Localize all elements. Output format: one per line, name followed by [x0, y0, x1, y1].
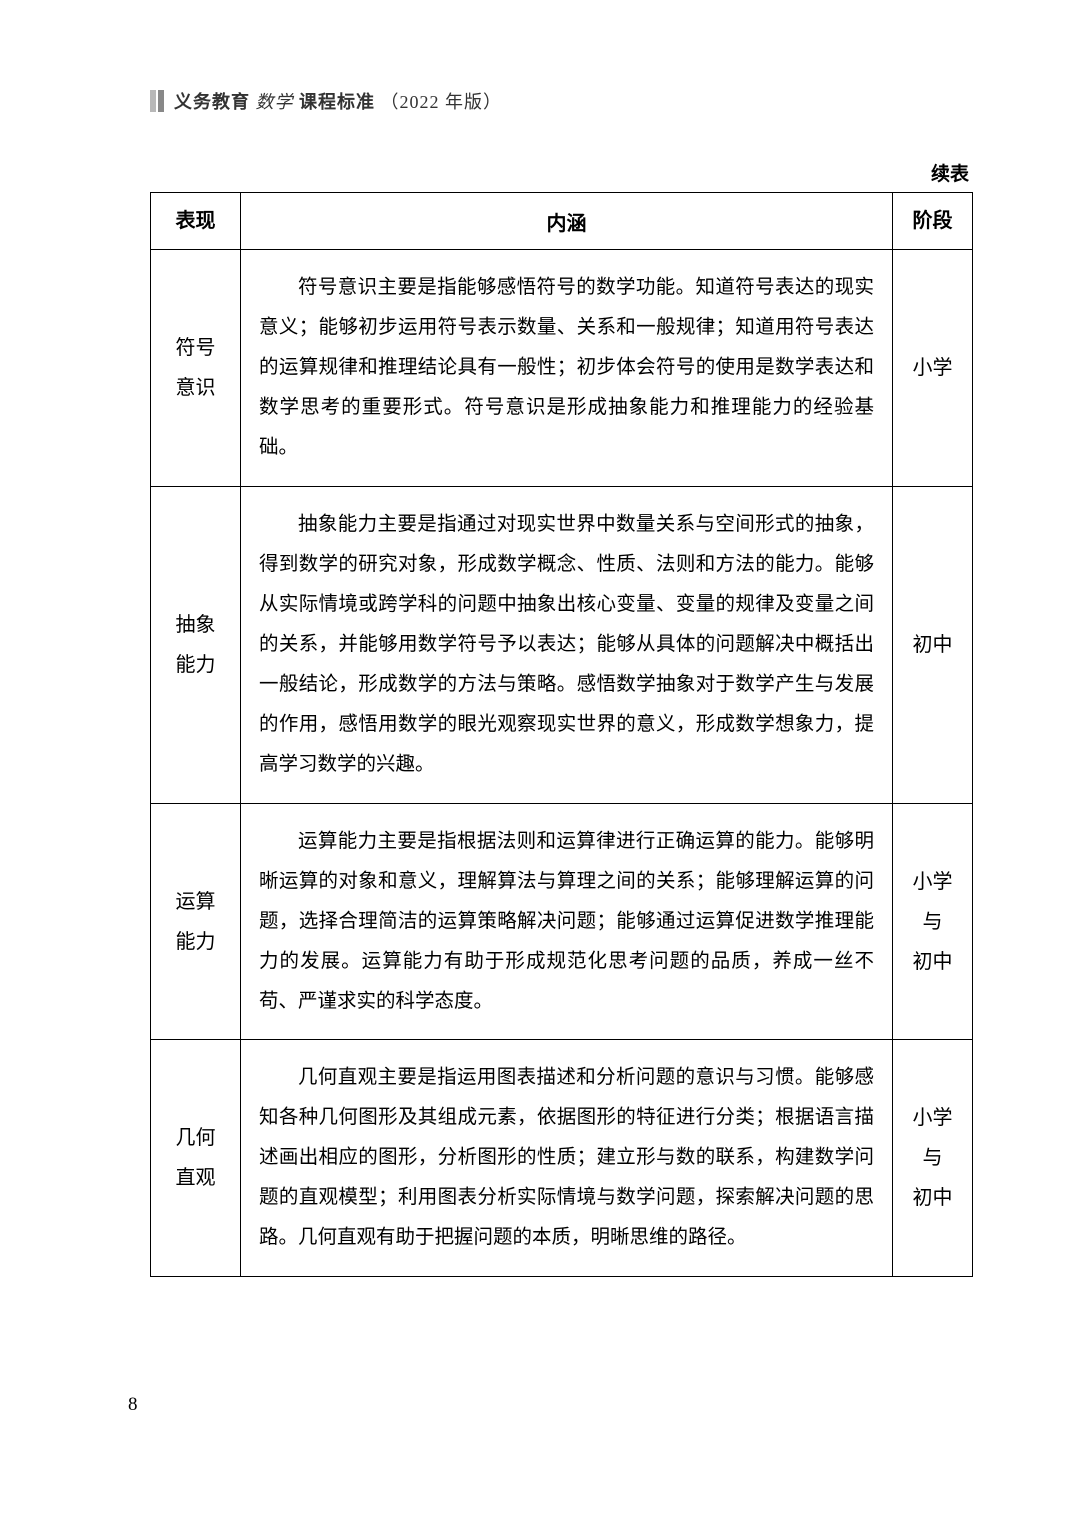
page-header: 义务教育 数学 课程标准 （2022 年版） [150, 88, 973, 114]
header-title: 义务教育 数学 课程标准 （2022 年版） [174, 88, 502, 114]
cell-term: 符号意识 [151, 250, 241, 487]
cell-content: 抽象能力主要是指通过对现实世界中数量关系与空间形式的抽象，得到数学的研究对象，形… [241, 486, 893, 803]
table-header-row: 表现 内涵 阶段 [151, 193, 973, 250]
table-body: 符号意识 符号意识主要是指能够感悟符号的数学功能。知道符号表达的现实意义；能够初… [151, 250, 973, 1277]
cell-content: 符号意识主要是指能够感悟符号的数学功能。知道符号表达的现实意义；能够初步运用符号… [241, 250, 893, 487]
header-decoration-bars [150, 90, 164, 112]
table-row: 符号意识 符号意识主要是指能够感悟符号的数学功能。知道符号表达的现实意义；能够初… [151, 250, 973, 487]
cell-stage: 小学 [893, 250, 973, 487]
header-col-stage: 阶段 [893, 193, 973, 250]
header-part-4: （2022 年版） [381, 92, 503, 112]
cell-stage: 小学与初中 [893, 803, 973, 1040]
table-row: 运算能力 运算能力主要是指根据法则和运算律进行正确运算的能力。能够明晰运算的对象… [151, 803, 973, 1040]
table-row: 几何直观 几何直观主要是指运用图表描述和分析问题的意识与习惯。能够感知各种几何图… [151, 1040, 973, 1277]
cell-term: 抽象能力 [151, 486, 241, 803]
cell-term: 运算能力 [151, 803, 241, 1040]
cell-term: 几何直观 [151, 1040, 241, 1277]
page-number: 8 [128, 1394, 138, 1416]
cell-stage: 小学与初中 [893, 1040, 973, 1277]
cell-stage: 初中 [893, 486, 973, 803]
cell-content: 运算能力主要是指根据法则和运算律进行正确运算的能力。能够明晰运算的对象和意义，理… [241, 803, 893, 1040]
header-part-2: 数学 [256, 92, 294, 112]
header-part-3: 课程标准 [299, 92, 375, 112]
cell-content: 几何直观主要是指运用图表描述和分析问题的意识与习惯。能够感知各种几何图形及其组成… [241, 1040, 893, 1277]
header-part-1: 义务教育 [174, 92, 250, 112]
main-table: 表现 内涵 阶段 符号意识 符号意识主要是指能够感悟符号的数学功能。知道符号表达… [150, 192, 973, 1277]
header-col-term: 表现 [151, 193, 241, 250]
table-row: 抽象能力 抽象能力主要是指通过对现实世界中数量关系与空间形式的抽象，得到数学的研… [151, 486, 973, 803]
header-col-content: 内涵 [241, 193, 893, 250]
continue-table-label: 续表 [150, 159, 973, 186]
